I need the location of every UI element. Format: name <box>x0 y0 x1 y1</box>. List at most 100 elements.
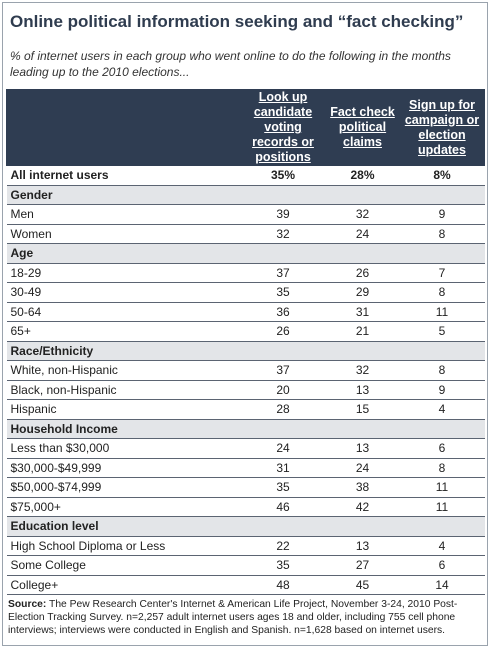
row-label: $50,000-$74,999 <box>6 477 241 498</box>
cell-value: 32 <box>240 223 326 244</box>
row-label: $30,000-$49,999 <box>6 457 241 478</box>
row-label: All internet users <box>6 165 241 186</box>
cell-value: 8% <box>399 165 485 186</box>
section-header-row: Race/Ethnicity <box>6 340 485 361</box>
section-heading: Age <box>6 243 485 264</box>
source-text: The Pew Research Center's Internet & Ame… <box>8 599 458 636</box>
cell-value: 8 <box>399 223 485 244</box>
cell-value: 22 <box>240 535 326 556</box>
section-heading: Household Income <box>6 418 485 439</box>
row-label: 50-64 <box>6 301 241 322</box>
table-row: 30-49 35 29 8 <box>6 282 485 303</box>
table-row: 65+ 26 21 5 <box>6 321 485 342</box>
table-row: Hispanic 28 15 4 <box>6 399 485 420</box>
cell-value: 11 <box>399 496 485 517</box>
cell-value: 21 <box>325 321 400 342</box>
data-table: Look up candidate voting records or posi… <box>6 89 485 595</box>
row-label: Some College <box>6 555 241 576</box>
table-row: $30,000-$49,999 31 24 8 <box>6 457 485 478</box>
row-label: White, non-Hispanic <box>6 360 241 381</box>
cell-value: 32 <box>325 360 400 381</box>
source-note: Source: The Pew Research Center's Intern… <box>8 598 484 637</box>
cell-value: 13 <box>325 535 400 556</box>
page-title: Online political information seeking and… <box>10 12 464 31</box>
table-row: $75,000+ 46 42 11 <box>6 496 485 517</box>
section-heading: Gender <box>6 184 485 205</box>
table-row-all-internet-users: All internet users 35% 28% 8% <box>6 165 485 186</box>
figure-frame <box>2 2 488 646</box>
cell-value: 4 <box>399 399 485 420</box>
cell-value: 11 <box>399 301 485 322</box>
cell-value: 11 <box>399 477 485 498</box>
cell-value: 7 <box>399 262 485 283</box>
cell-value: 46 <box>240 496 326 517</box>
section-heading: Education level <box>6 516 485 537</box>
section-header-row: Education level <box>6 516 485 537</box>
cell-value: 26 <box>240 321 326 342</box>
cell-value: 9 <box>399 379 485 400</box>
row-label: Black, non-Hispanic <box>6 379 241 400</box>
cell-value: 6 <box>399 438 485 459</box>
row-label: Less than $30,000 <box>6 438 241 459</box>
cell-value: 5 <box>399 321 485 342</box>
row-label: 30-49 <box>6 282 241 303</box>
cell-value: 8 <box>399 457 485 478</box>
cell-value: 13 <box>325 438 400 459</box>
table-row: High School Diploma or Less 22 13 4 <box>6 535 485 556</box>
cell-value: 39 <box>240 204 326 225</box>
cell-value: 4 <box>399 535 485 556</box>
table-body: All internet users 35% 28% 8% Gender Men 3… <box>6 165 485 595</box>
cell-value: 35 <box>240 555 326 576</box>
cell-value: 8 <box>399 360 485 381</box>
cell-value: 37 <box>240 360 326 381</box>
cell-value: 27 <box>325 555 400 576</box>
header-blank <box>6 89 241 166</box>
cell-value: 45 <box>325 574 400 595</box>
row-label: $75,000+ <box>6 496 241 517</box>
row-label: College+ <box>6 574 241 595</box>
column-header: Look up candidate voting records or posi… <box>240 89 326 166</box>
row-label: Men <box>6 204 241 225</box>
cell-value: 37 <box>240 262 326 283</box>
cell-value: 15 <box>325 399 400 420</box>
table-row: College+ 48 45 14 <box>6 574 485 595</box>
cell-value: 36 <box>240 301 326 322</box>
row-label: Hispanic <box>6 399 241 420</box>
header-row: Look up candidate voting records or posi… <box>6 89 485 166</box>
column-header: Fact check political claims <box>325 89 400 166</box>
cell-value: 26 <box>325 262 400 283</box>
cell-value: 9 <box>399 204 485 225</box>
cell-value: 29 <box>325 282 400 303</box>
row-label: High School Diploma or Less <box>6 535 241 556</box>
row-label: Women <box>6 223 241 244</box>
table-row: Less than $30,000 24 13 6 <box>6 438 485 459</box>
cell-value: 38 <box>325 477 400 498</box>
cell-value: 35% <box>240 165 326 186</box>
section-header-row: Household Income <box>6 418 485 439</box>
cell-value: 31 <box>240 457 326 478</box>
source-label: Source: <box>8 599 47 610</box>
table-row: 50-64 36 31 11 <box>6 301 485 322</box>
table-row: Black, non-Hispanic 20 13 9 <box>6 379 485 400</box>
table-row: Women 32 24 8 <box>6 223 485 244</box>
cell-value: 32 <box>325 204 400 225</box>
column-header: Sign up for campaign or election updates <box>399 89 485 166</box>
table-row: Men 39 32 9 <box>6 204 485 225</box>
cell-value: 24 <box>325 223 400 244</box>
cell-value: 48 <box>240 574 326 595</box>
subtitle: % of internet users in each group who we… <box>10 49 451 79</box>
cell-value: 13 <box>325 379 400 400</box>
cell-value: 28% <box>325 165 400 186</box>
section-header-row: Gender <box>6 184 485 205</box>
cell-value: 8 <box>399 282 485 303</box>
cell-value: 35 <box>240 282 326 303</box>
cell-value: 20 <box>240 379 326 400</box>
cell-value: 24 <box>325 457 400 478</box>
cell-value: 42 <box>325 496 400 517</box>
row-label: 65+ <box>6 321 241 342</box>
section-heading: Race/Ethnicity <box>6 340 485 361</box>
cell-value: 6 <box>399 555 485 576</box>
cell-value: 35 <box>240 477 326 498</box>
cell-value: 31 <box>325 301 400 322</box>
cell-value: 24 <box>240 438 326 459</box>
